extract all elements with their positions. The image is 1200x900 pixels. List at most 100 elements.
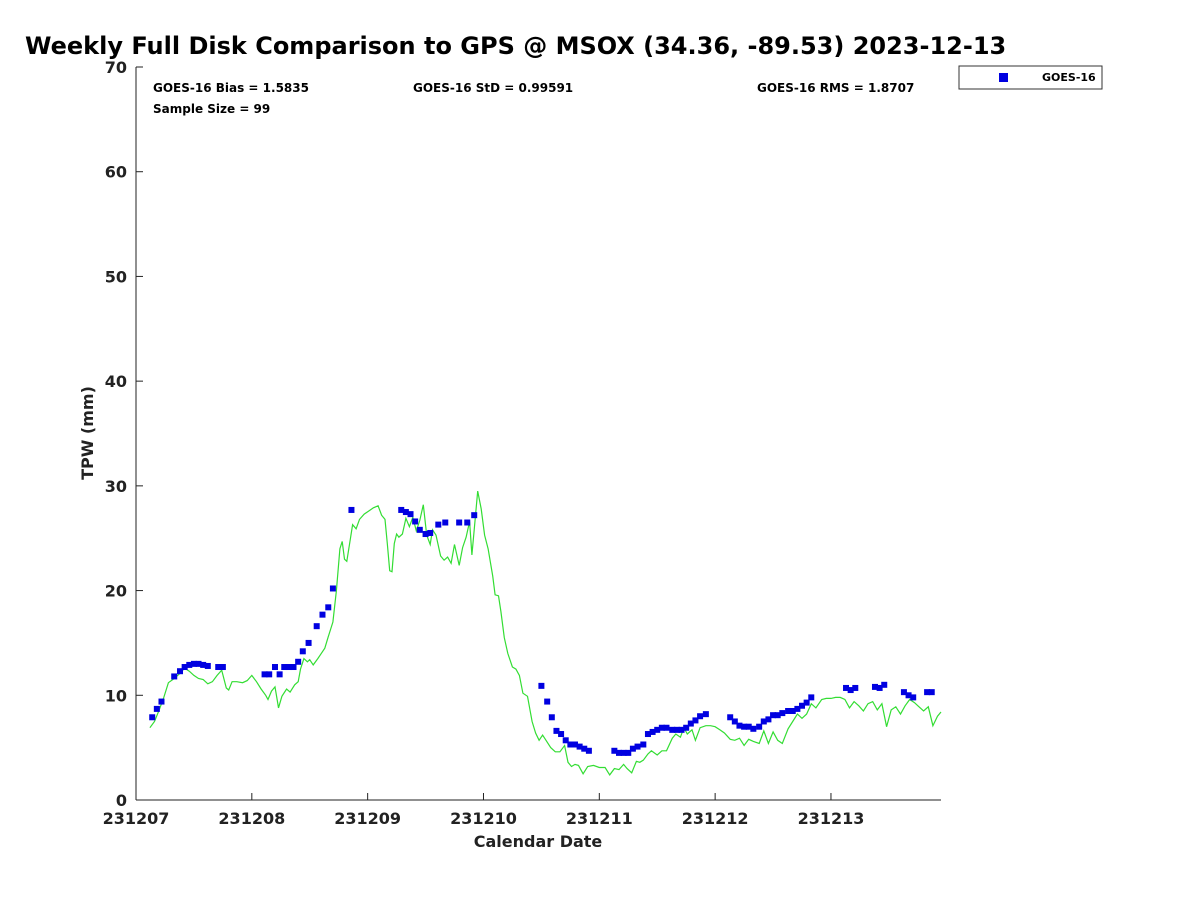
- stat-sample-size: Sample Size = 99: [153, 102, 270, 116]
- goes16-point: [678, 726, 685, 733]
- goes16-point: [576, 743, 583, 750]
- goes16-point: [803, 699, 810, 706]
- goes16-point: [305, 639, 312, 646]
- goes16-point: [195, 660, 202, 667]
- goes16-point: [290, 664, 297, 671]
- y-axis-label: TPW (mm): [78, 386, 97, 480]
- goes16-point: [808, 694, 815, 701]
- y-tick-label: 60: [105, 163, 127, 182]
- y-tick-label: 40: [105, 372, 127, 391]
- goes16-point: [765, 716, 772, 723]
- legend-label-goes16: GOES-16: [1042, 71, 1096, 84]
- goes16-point: [876, 684, 883, 691]
- goes16-point: [171, 673, 178, 680]
- goes16-series-points: [149, 506, 935, 756]
- gps-line-path: [149, 490, 942, 776]
- goes16-point: [794, 705, 801, 712]
- goes16-point: [190, 660, 197, 667]
- goes16-point: [634, 743, 641, 750]
- goes16-point: [760, 718, 767, 725]
- goes16-point: [442, 519, 449, 526]
- goes16-point: [683, 724, 690, 731]
- goes16-point: [416, 526, 423, 533]
- goes16-point: [464, 519, 471, 526]
- goes16-point: [692, 717, 699, 724]
- goes16-point: [558, 731, 565, 738]
- goes16-point: [843, 684, 850, 691]
- x-ticks: 231207 231208 231209 231210 231211 231212 2312…: [103, 793, 864, 828]
- goes16-point: [204, 662, 211, 669]
- goes16-point: [581, 745, 588, 752]
- goes16-point: [649, 728, 656, 735]
- goes16-point: [177, 668, 184, 675]
- goes16-point: [799, 702, 806, 709]
- goes16-point: [905, 692, 912, 699]
- goes16-point: [756, 723, 763, 730]
- goes16-point: [313, 623, 320, 630]
- x-tick-label: 231207: [103, 809, 170, 828]
- goes16-point: [571, 741, 578, 748]
- goes16-point: [687, 720, 694, 727]
- y-tick-label: 30: [105, 477, 127, 496]
- goes16-point: [158, 698, 165, 705]
- goes16-point: [611, 747, 618, 754]
- goes16-point: [325, 604, 332, 611]
- goes16-point: [548, 714, 555, 721]
- goes16-point: [427, 529, 434, 536]
- x-tick-label: 231209: [334, 809, 401, 828]
- goes16-point: [412, 518, 419, 525]
- goes16-point: [644, 731, 651, 738]
- goes16-point: [745, 723, 752, 730]
- goes16-point: [271, 664, 278, 671]
- goes16-point: [402, 509, 409, 516]
- goes16-point: [770, 712, 777, 719]
- stat-std: GOES-16 StD = 0.99591: [413, 81, 573, 95]
- goes16-point: [625, 749, 632, 756]
- goes16-point: [285, 664, 292, 671]
- goes16-point: [186, 661, 193, 668]
- y-tick-label: 0: [116, 791, 127, 810]
- goes16-point: [215, 664, 222, 671]
- goes16-point: [669, 726, 676, 733]
- goes16-point: [785, 707, 792, 714]
- goes16-point: [663, 724, 670, 731]
- goes16-point: [736, 722, 743, 729]
- y-tick-label: 50: [105, 267, 127, 286]
- legend-box: [958, 65, 1103, 90]
- goes16-point: [847, 687, 854, 694]
- goes16-point: [471, 512, 478, 519]
- goes16-point: [881, 681, 888, 688]
- goes16-point: [774, 712, 781, 719]
- stat-rms: GOES-16 RMS = 1.8707: [757, 81, 914, 95]
- goes16-point: [852, 684, 859, 691]
- goes16-point: [924, 689, 931, 696]
- x-tick-label: 231210: [450, 809, 517, 828]
- goes16-point: [750, 725, 757, 732]
- goes16-point: [153, 705, 160, 712]
- y-tick-label: 70: [105, 58, 127, 77]
- x-tick-label: 231212: [682, 809, 749, 828]
- x-axis-label: Calendar Date: [474, 832, 603, 851]
- goes16-point: [538, 682, 545, 689]
- goes16-point: [219, 664, 226, 671]
- goes16-point: [299, 648, 306, 655]
- goes16-point: [585, 747, 592, 754]
- goes16-point: [435, 521, 442, 528]
- chart-title: Weekly Full Disk Comparison to GPS @ MSO…: [25, 32, 1006, 60]
- y-tick-label: 10: [105, 686, 127, 705]
- goes16-point: [295, 658, 302, 665]
- goes16-point: [266, 671, 273, 678]
- goes16-point: [348, 506, 355, 513]
- goes16-point: [544, 698, 551, 705]
- goes16-point: [928, 689, 935, 696]
- gps-series-line: [149, 490, 942, 776]
- x-tick-label: 231211: [566, 809, 633, 828]
- goes16-point: [407, 511, 414, 518]
- goes16-point: [727, 714, 734, 721]
- goes16-point: [629, 745, 636, 752]
- goes16-point: [553, 727, 560, 734]
- goes16-point: [329, 585, 336, 592]
- goes16-point: [567, 741, 574, 748]
- goes16-point: [616, 749, 622, 756]
- goes16-point: [789, 707, 796, 714]
